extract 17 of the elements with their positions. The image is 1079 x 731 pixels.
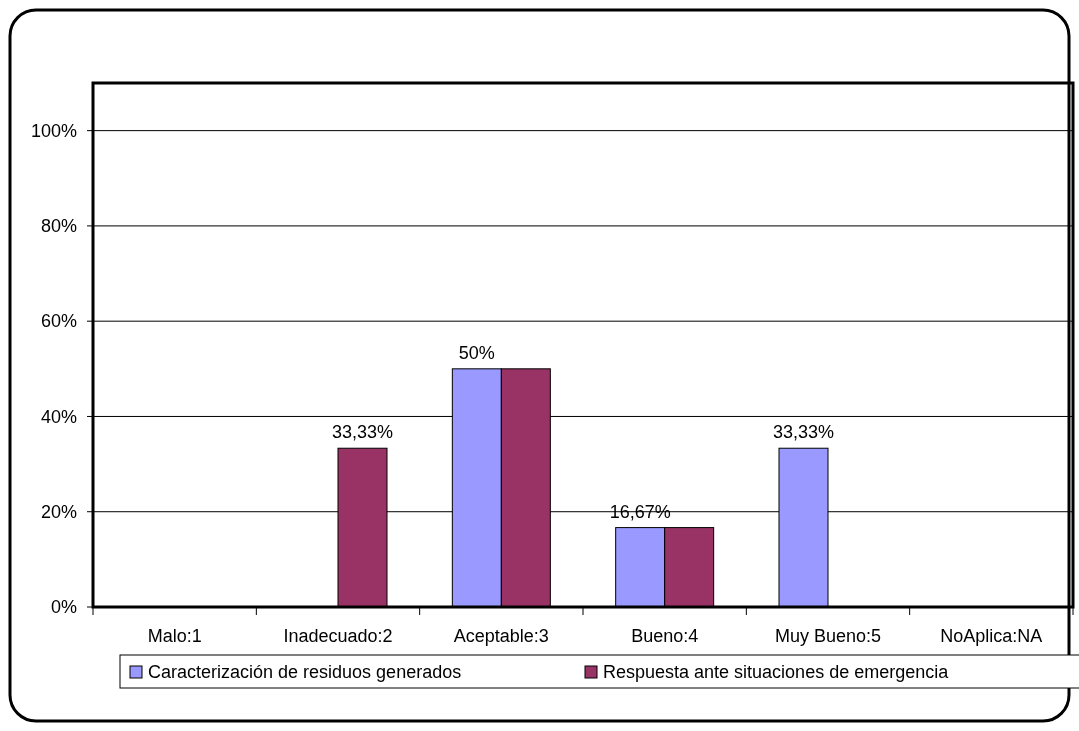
x-tick-label: Malo:1 bbox=[147, 626, 202, 646]
data-label: 50% bbox=[458, 342, 495, 363]
x-tick-label: NoAplica:NA bbox=[940, 626, 1043, 646]
legend-label: Respuesta ante situaciones de emergencia bbox=[603, 662, 950, 683]
legend-label: Caracterización de residuos generados bbox=[148, 662, 462, 683]
x-tick-label: Bueno:4 bbox=[631, 626, 699, 646]
y-tick-label: 20% bbox=[40, 502, 77, 523]
data-label: 33,33% bbox=[331, 422, 394, 443]
y-tick-label: 80% bbox=[40, 216, 77, 237]
y-tick-label: 100% bbox=[30, 120, 77, 141]
data-label: 33,33% bbox=[772, 422, 835, 443]
x-tick-label: Muy Bueno:5 bbox=[774, 626, 882, 646]
y-tick-label: 40% bbox=[40, 406, 77, 427]
x-tick-label: Aceptable:3 bbox=[453, 626, 549, 646]
y-tick-label: 0% bbox=[50, 597, 77, 618]
y-tick-label: 60% bbox=[40, 311, 77, 332]
x-tick-label: Inadecuado:2 bbox=[283, 626, 393, 646]
